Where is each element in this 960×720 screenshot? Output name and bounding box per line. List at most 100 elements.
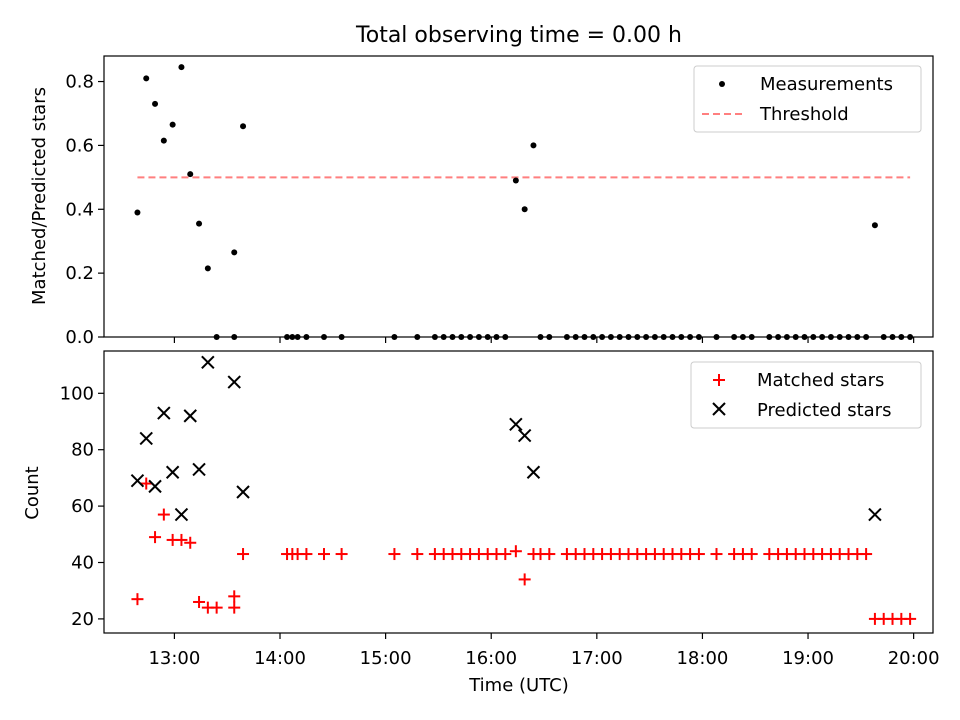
measurement-point — [871, 222, 878, 229]
bottom-y-ticks: 20 40 60 80 100 — [60, 383, 104, 630]
matched-star-point — [131, 593, 144, 606]
measurement-point — [687, 334, 694, 340]
measurement-point — [458, 334, 465, 340]
measurement-point — [863, 334, 870, 340]
measurement-point — [783, 334, 790, 340]
bottom-panel: 20 40 60 80 100 13:00 14:00 15:00 16:00 17:00 18:… — [22, 350, 940, 696]
measurement-point — [187, 171, 194, 178]
predicted-star-point — [165, 465, 180, 479]
top-ytick-label: 0.8 — [65, 72, 94, 93]
predicted-star-point — [509, 417, 523, 432]
predicted-star-point — [139, 431, 153, 446]
measurement-point — [152, 100, 159, 107]
matched-star-point — [228, 590, 241, 603]
legend-marker-predicted-stars — [712, 402, 726, 416]
matched-star-point — [860, 548, 873, 561]
measurement-point — [819, 334, 826, 340]
measurement-point — [880, 334, 887, 340]
bottom-ytick-label: 40 — [71, 553, 94, 574]
legend-label-threshold: Threshold — [759, 104, 849, 125]
bottom-ytick-label: 80 — [71, 440, 94, 461]
bottom-xtick-label: 14:00 — [254, 648, 306, 669]
measurement-point — [607, 334, 614, 340]
bottom-series — [130, 355, 917, 625]
matched-star-point — [210, 601, 223, 614]
measurement-point — [196, 220, 203, 227]
measurement-point — [599, 334, 606, 340]
matched-star-point — [411, 548, 424, 561]
measurement-point — [484, 334, 491, 340]
measurement-point — [134, 209, 141, 216]
bottom-xtick-label: 18:00 — [676, 648, 728, 669]
measurement-point — [801, 334, 808, 340]
bottom-legend-box — [690, 361, 922, 429]
predicted-star-point — [526, 465, 541, 479]
measurement-point — [537, 334, 544, 340]
measurement-point — [669, 334, 676, 340]
measurement-point — [475, 334, 482, 340]
bottom-xtick-label: 17:00 — [571, 648, 623, 669]
measurement-point — [493, 334, 500, 340]
bottom-xtick-label: 13:00 — [148, 648, 200, 669]
measurement-point — [294, 334, 301, 340]
measurement-point — [775, 334, 782, 340]
matched-star-point — [157, 508, 170, 521]
measurement-point — [338, 334, 345, 340]
measurement-point — [160, 137, 167, 144]
measurement-point — [766, 334, 773, 340]
measurement-point — [660, 334, 667, 340]
measurement-point — [289, 334, 296, 340]
matched-star-point — [175, 533, 188, 546]
top-legend: Measurements Threshold — [693, 65, 922, 133]
measurement-point — [391, 334, 398, 340]
measurement-point — [590, 334, 597, 340]
top-ytick-label: 0.6 — [65, 135, 94, 156]
measurement-point — [169, 121, 176, 128]
predicted-star-point — [130, 474, 145, 488]
measurement-point — [284, 334, 291, 340]
predicted-star-point — [517, 428, 532, 443]
measurement-point — [643, 334, 650, 340]
top-ytick-label: 0.2 — [65, 263, 94, 284]
measurement-point — [907, 334, 914, 340]
measurement-point — [231, 334, 238, 340]
predicted-star-point — [236, 485, 250, 499]
measurement-point — [512, 177, 519, 184]
matched-star-point — [237, 548, 250, 561]
matched-star-point — [904, 612, 917, 625]
matched-star-point — [745, 548, 758, 561]
bottom-ytick-label: 60 — [71, 496, 94, 517]
predicted-star-point — [868, 507, 882, 522]
top-ytick-label: 0.0 — [65, 327, 94, 348]
measurement-point — [678, 334, 685, 340]
measurement-point — [521, 206, 528, 213]
predicted-star-point — [192, 462, 206, 477]
matched-star-point — [300, 548, 313, 561]
measurement-point — [563, 334, 570, 340]
legend-label-predicted-stars: Predicted stars — [757, 400, 891, 421]
top-series — [134, 64, 914, 340]
measurement-point — [467, 334, 474, 340]
predicted-star-point — [174, 507, 189, 522]
matched-star-point — [543, 548, 556, 561]
measurement-point — [213, 334, 220, 340]
measurement-point — [178, 64, 185, 71]
bottom-ytick-label: 20 — [71, 609, 94, 630]
predicted-star-point — [183, 409, 197, 423]
predicted-star-point — [227, 375, 241, 389]
matched-star-point — [710, 548, 723, 561]
matched-star-point — [140, 477, 153, 490]
measurement-point — [889, 334, 896, 340]
measurement-point — [431, 334, 438, 340]
measurement-point — [321, 334, 328, 340]
measurement-point — [546, 334, 553, 340]
top-axes-frame — [103, 55, 934, 338]
top-x-ticks — [173, 337, 915, 343]
matched-star-point — [518, 573, 531, 586]
matched-star-point — [149, 531, 162, 544]
bottom-xtick-label: 15:00 — [360, 648, 412, 669]
measurement-point — [449, 334, 456, 340]
measurement-point — [739, 334, 746, 340]
bottom-axes-frame — [103, 350, 934, 634]
